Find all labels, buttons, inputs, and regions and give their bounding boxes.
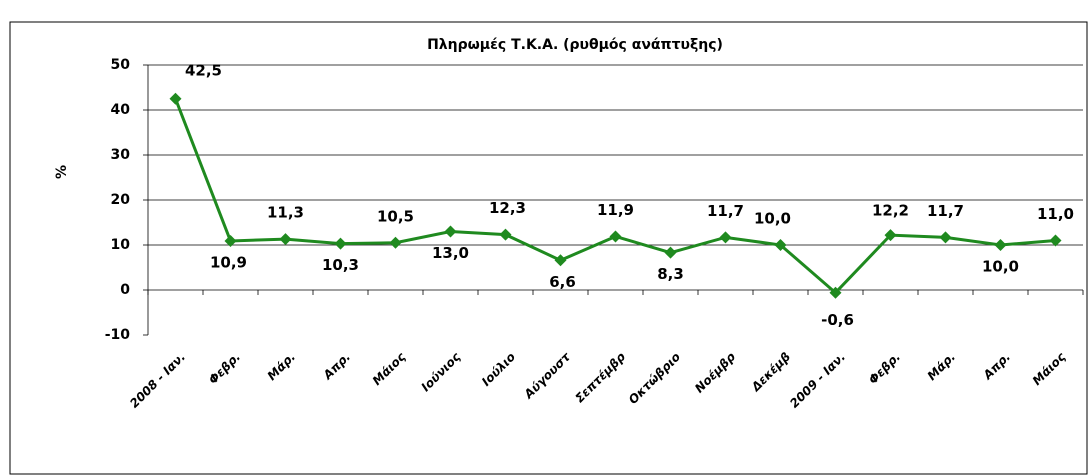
y-tick-label: 40 bbox=[111, 102, 131, 118]
data-label: 12,2 bbox=[872, 202, 909, 220]
data-label: 11,3 bbox=[267, 204, 304, 222]
y-axis-label: % bbox=[54, 165, 70, 179]
y-tick-label: 10 bbox=[111, 237, 131, 253]
marker bbox=[664, 246, 677, 259]
data-label: 11,7 bbox=[707, 202, 744, 220]
y-tick-label: 20 bbox=[111, 192, 131, 208]
data-label: 11,9 bbox=[597, 201, 634, 219]
marker bbox=[829, 286, 842, 299]
marker bbox=[224, 234, 237, 247]
data-label: 10,0 bbox=[982, 258, 1019, 276]
marker bbox=[499, 228, 512, 241]
marker bbox=[1049, 234, 1062, 247]
marker bbox=[169, 92, 182, 105]
data-label: 42,5 bbox=[185, 61, 222, 79]
marker bbox=[334, 237, 347, 250]
marker bbox=[719, 231, 732, 244]
data-label: 11,0 bbox=[1037, 205, 1074, 223]
data-label: 10,0 bbox=[754, 210, 791, 228]
data-label: 10,5 bbox=[377, 207, 414, 225]
marker bbox=[939, 231, 952, 244]
data-label: 10,3 bbox=[322, 256, 359, 274]
data-label: 12,3 bbox=[489, 199, 526, 217]
y-tick-label: 50 bbox=[111, 57, 131, 73]
marker bbox=[884, 229, 897, 242]
marker bbox=[554, 254, 567, 267]
y-tick-label: 30 bbox=[111, 147, 131, 163]
y-tick-label: -10 bbox=[105, 327, 131, 343]
marker bbox=[774, 239, 787, 251]
data-label: -0,6 bbox=[821, 311, 854, 329]
marker bbox=[389, 236, 402, 249]
data-label: 8,3 bbox=[657, 265, 684, 283]
chart-title: Πληρωμές Τ.Κ.Α. (ρυθμός ανάπτυξης) bbox=[427, 37, 723, 53]
y-tick-label: 0 bbox=[120, 282, 130, 298]
marker bbox=[994, 239, 1007, 251]
marker bbox=[444, 225, 457, 238]
marker bbox=[609, 230, 622, 243]
data-label: 11,7 bbox=[927, 202, 964, 220]
data-label: 6,6 bbox=[549, 273, 576, 291]
chart-border bbox=[9, 21, 1088, 475]
data-label: 10,9 bbox=[210, 253, 247, 271]
data-label: 13,0 bbox=[432, 244, 469, 262]
marker bbox=[279, 233, 292, 246]
